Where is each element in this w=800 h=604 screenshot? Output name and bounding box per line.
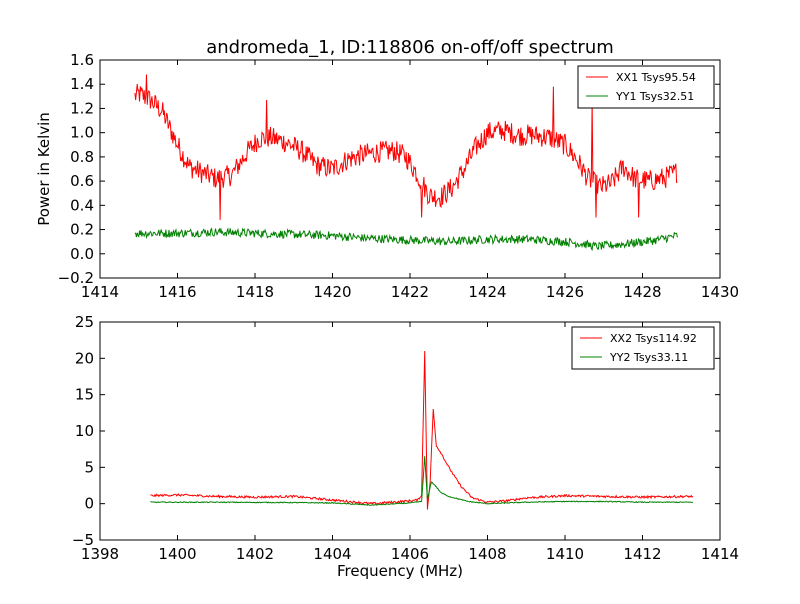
x-tick-label: 1406 — [391, 545, 429, 563]
x-tick-label: 1412 — [623, 545, 661, 563]
legend-label: YY2 Tsys33.11 — [609, 351, 688, 364]
y-tick-label: 10 — [75, 422, 94, 440]
legend: XX1 Tsys95.54 YY1 Tsys32.51 — [577, 65, 715, 109]
x-tick-label: 1400 — [158, 545, 196, 563]
top-panel: 1414 1416 1418 1420 1422 1424 1426 1428 1430 −0.2… — [35, 51, 739, 301]
x-tick-label: 1422 — [391, 283, 429, 301]
legend-label: XX1 Tsys95.54 — [616, 71, 696, 84]
y-tick-label: 1.2 — [70, 99, 94, 117]
x-tick-label: 1414 — [701, 545, 739, 563]
x-tick-label: 1426 — [546, 283, 584, 301]
y-tick-label: 5 — [84, 458, 94, 476]
x-tick-label: 1414 — [81, 283, 119, 301]
y-tick-label: 25 — [75, 313, 94, 331]
y-tick-label: −5 — [72, 531, 94, 549]
y-axis-title: Power in Kelvin — [35, 112, 53, 226]
y-tick-label: 0.4 — [70, 196, 94, 214]
chart-title: andromeda_1, ID:118806 on-off/off spectr… — [206, 37, 614, 58]
x-tick-label: 1410 — [546, 545, 584, 563]
x-tick-label: 1420 — [313, 283, 351, 301]
y-tick-label: 0 — [84, 495, 94, 513]
y-tick-label: 1.4 — [70, 75, 94, 93]
legend-box — [577, 65, 715, 109]
legend-label: XX2 Tsys114.92 — [610, 332, 697, 345]
y-tick-label: 0.8 — [70, 148, 94, 166]
legend: XX2 Tsys114.92 YY2 Tsys33.11 — [571, 326, 715, 370]
y-tick-label: 15 — [75, 386, 94, 404]
x-tick-label: 1416 — [158, 283, 196, 301]
x-tick-label: 1430 — [701, 283, 739, 301]
y-tick-label: 1.0 — [70, 124, 94, 142]
x-axis-title: Frequency (MHz) — [337, 562, 463, 580]
x-tick-label: 1402 — [236, 545, 274, 563]
y-tick-label: 20 — [75, 349, 94, 367]
series-line-yy — [150, 456, 694, 506]
x-tick-label: 1418 — [236, 283, 274, 301]
legend-box — [571, 326, 715, 370]
y-tick-label: 0.0 — [70, 245, 94, 263]
x-tick-label: 1398 — [81, 545, 119, 563]
series-line-xx — [150, 350, 694, 510]
legend-label: YY1 Tsys32.51 — [615, 90, 694, 103]
x-tick-label: 1428 — [623, 283, 661, 301]
y-tick-label: 0.2 — [70, 221, 94, 239]
series-line-yy — [134, 227, 678, 251]
y-tick-label: 1.6 — [70, 51, 94, 69]
x-tick-label: 1408 — [468, 545, 506, 563]
x-tick-label: 1404 — [313, 545, 351, 563]
x-tick-label: 1424 — [468, 283, 506, 301]
bottom-panel: 1398 1400 1402 1404 1406 1408 1410 1412 1414 −5 0 5… — [72, 313, 739, 580]
y-tick-label: −0.2 — [58, 269, 94, 287]
series-line-xx — [134, 74, 678, 220]
y-tick-label: 0.6 — [70, 172, 94, 190]
